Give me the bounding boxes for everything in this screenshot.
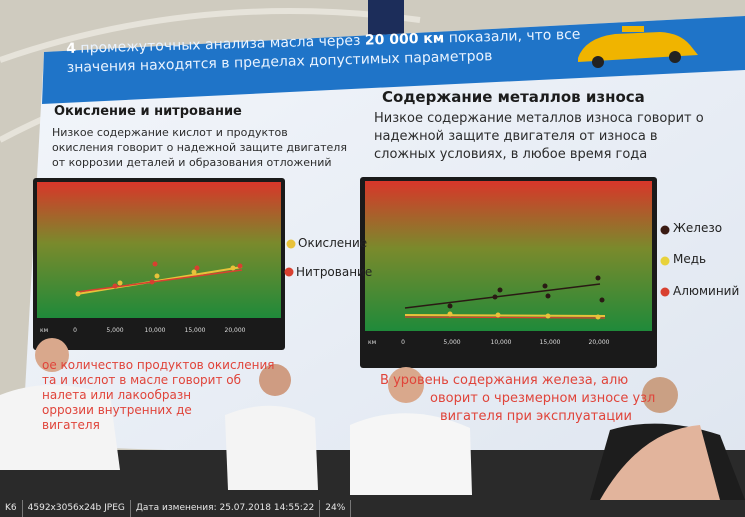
legend-label: Железо [673, 221, 723, 235]
x-tick-label: 10,000 [145, 327, 166, 334]
note-line: В [380, 373, 389, 388]
photo: км 0 5,000 10,000 15,000 20,000 км 0 5,000 10,000… [0, 0, 745, 500]
text-line: надежной защите двигателя от износа в [374, 129, 658, 144]
status-item: 24% [320, 500, 352, 517]
note-line: уровень содержания железа, алю [393, 373, 629, 388]
note-line: оворит о чрезмерном износе узл [430, 391, 656, 406]
text-line: Низкое содержание кислот и продуктов [52, 126, 288, 139]
text-line: окисления говорит о надежной защите двиг… [52, 141, 347, 154]
x-tick-label: 20,000 [589, 339, 610, 346]
chart-area [37, 182, 281, 318]
section-title: Окисление и нитрование [54, 104, 242, 119]
legend-label: Окисление [298, 236, 368, 250]
note-line: ое количество продуктов окисления [42, 358, 275, 372]
legend-dot [286, 239, 296, 249]
header-text: 4 [66, 40, 77, 57]
note-line: вигателя при эксплуатации [440, 409, 632, 424]
x-tick-label: 15,000 [540, 339, 561, 346]
section-text: Низкое содержание металлов износа говори… [374, 110, 704, 164]
legend-label: Медь [673, 252, 707, 266]
text-line: сложных условиях, в любое время года [374, 147, 648, 162]
note-line: вигателя [42, 418, 100, 432]
note-line: та и кислот в масле говорит об [42, 373, 242, 387]
note-line: налета или лакообразн [42, 388, 192, 402]
x-tick-label: 5,000 [106, 327, 123, 334]
section-text: Низкое содержание кислот и продуктов оки… [52, 125, 347, 170]
status-item: K6 [0, 500, 23, 517]
note-line: оррозии внутренних де [42, 403, 192, 417]
text-line: Низкое содержание металлов износа говори… [374, 111, 704, 126]
legend-dot [284, 267, 294, 277]
slide-header [42, 16, 745, 104]
status-item: Дата изменения: 25.07.2018 14:55:22 [131, 500, 321, 517]
x-tick-label: 5,000 [443, 339, 460, 346]
x-tick-label: 10,000 [491, 339, 512, 346]
taxi-car [578, 26, 698, 68]
note: ое количество продуктов окисления та и к… [42, 358, 274, 433]
chart-marks [75, 261, 243, 297]
legend-label: Нитрование [296, 265, 373, 279]
people [0, 338, 745, 500]
status-item: 4592x3056x24b JPEG [23, 500, 131, 517]
section-title: Содержание металлов износа [382, 88, 645, 106]
text-line: от коррозии деталей и образования отложе… [52, 156, 332, 169]
legend-dot [660, 256, 670, 266]
banner [368, 0, 404, 36]
note: В уровень содержания железа, алю оворит … [380, 372, 655, 426]
x-tick-label: 15,000 [185, 327, 206, 334]
header-text: 20 000 км [364, 30, 445, 49]
legend-dot [660, 287, 670, 297]
header-text: показали, что все [444, 26, 581, 47]
chart-marks [404, 275, 606, 320]
chart-area [365, 181, 652, 331]
legend-label: Алюминий [673, 284, 740, 298]
legend-dot [660, 225, 670, 235]
axis-unit: км [368, 339, 376, 346]
x-tick-label: 20,000 [225, 327, 246, 334]
x-tick-label: 0 [401, 339, 405, 346]
status-bar: K6 4592x3056x24b JPEG Дата изменения: 25… [0, 500, 745, 517]
x-tick-label: 0 [73, 327, 77, 334]
axis-unit: км [40, 327, 48, 334]
